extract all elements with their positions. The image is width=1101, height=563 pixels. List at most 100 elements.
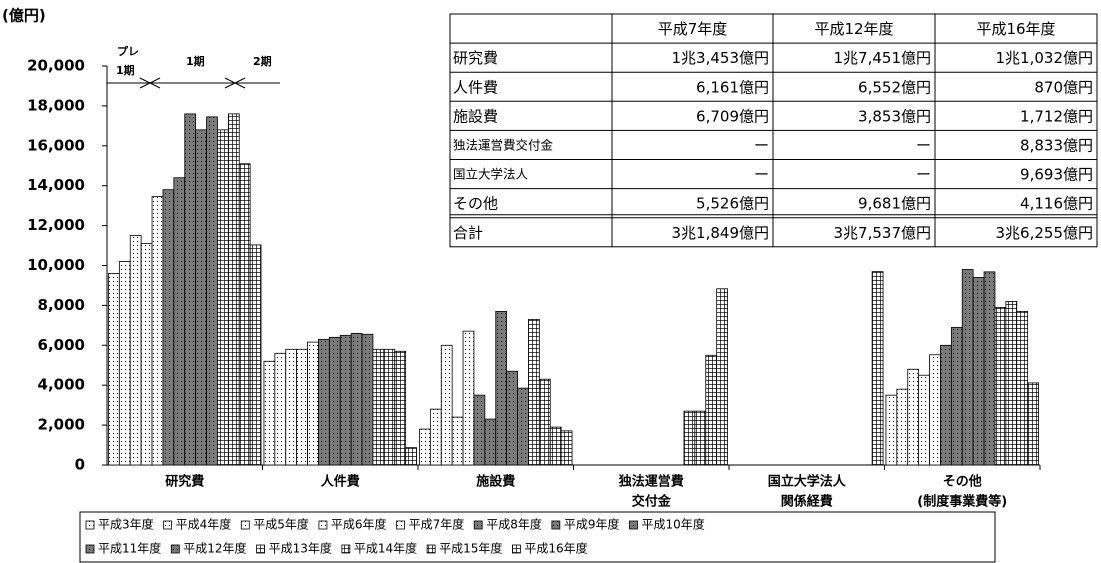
bar <box>108 273 120 466</box>
x-tick-label: 交付金 <box>632 494 672 510</box>
bar <box>227 113 240 466</box>
table-cell: 6,161億円 <box>696 78 769 96</box>
bar <box>506 370 518 466</box>
y-tick-label: 4,000 <box>38 376 85 394</box>
legend-box <box>79 511 996 563</box>
legend-item: 平成12年度 <box>170 541 247 556</box>
legend-swatch <box>426 544 436 554</box>
bar <box>961 269 974 466</box>
x-tick-label: その他 <box>943 474 982 490</box>
table-header: 平成16年度 <box>976 20 1055 38</box>
bar <box>694 410 707 466</box>
table-cell: 3兆6,255億円 <box>996 224 1094 242</box>
table-row-label: 人件費 <box>453 78 498 96</box>
y-tick-label: 16,000 <box>27 136 85 154</box>
bar <box>1027 382 1039 466</box>
bar <box>440 344 453 466</box>
bar <box>129 235 142 466</box>
bar <box>705 354 718 466</box>
bar <box>206 116 218 466</box>
bar <box>983 271 996 466</box>
legend-swatch <box>163 520 173 530</box>
y-tick-label: 0 <box>75 456 85 474</box>
legend-label: 平成5年度 <box>253 517 309 532</box>
bar <box>929 354 941 466</box>
legend-label: 平成8年度 <box>486 517 542 532</box>
bar <box>217 129 229 466</box>
bar <box>484 418 497 466</box>
bar <box>318 338 330 466</box>
x-tick-label: 関係経費 <box>781 494 833 510</box>
legend-label: 平成13年度 <box>269 541 332 556</box>
bar <box>140 243 153 466</box>
legend-label: 平成6年度 <box>331 517 387 532</box>
bar <box>249 244 262 466</box>
legend-item: 平成9年度 <box>551 517 619 532</box>
bar <box>184 113 197 466</box>
bar <box>361 333 374 466</box>
bar <box>285 348 298 466</box>
legend-swatch <box>256 544 265 554</box>
table-cell: 1,712億円 <box>1020 107 1093 125</box>
bar <box>462 330 475 466</box>
x-tick-label: 独法運営費 <box>619 474 684 490</box>
bar <box>173 177 186 466</box>
bar <box>918 374 930 466</box>
bar <box>328 336 341 466</box>
legend-swatch <box>170 544 180 554</box>
bar <box>528 318 540 466</box>
bar <box>296 348 308 466</box>
legend-swatch <box>341 544 351 554</box>
table-cell: 9,681億円 <box>858 195 931 213</box>
bar <box>263 360 276 466</box>
bar <box>950 326 963 466</box>
legend-swatch <box>551 520 561 530</box>
y-tick-label: 8,000 <box>38 296 85 314</box>
bar <box>419 428 431 466</box>
annotation: 2期 <box>253 54 272 68</box>
table-cell: ー <box>754 136 769 154</box>
legend-item: 平成11年度 <box>85 541 161 556</box>
annotation: 1期 <box>186 54 205 68</box>
bar <box>195 129 207 466</box>
legend-label: 平成10年度 <box>641 517 704 532</box>
table-cell: ー <box>754 166 769 184</box>
bar <box>394 350 407 466</box>
legend-item: 平成14年度 <box>341 541 417 556</box>
y-tick-label: 20,000 <box>27 57 85 75</box>
table-row-label: 国立大学法人 <box>453 167 529 182</box>
bar <box>307 341 319 466</box>
bar <box>405 447 417 466</box>
bar <box>549 426 562 466</box>
table-cell: 6,552億円 <box>858 78 931 96</box>
table-header: 平成12年度 <box>814 20 893 38</box>
bar <box>1016 310 1029 466</box>
bar <box>372 348 385 466</box>
x-tick-label: 施設費 <box>476 474 515 490</box>
bar <box>429 408 442 466</box>
legend-item: 平成5年度 <box>240 517 309 532</box>
legend-item: 平成16年度 <box>512 541 588 556</box>
legend-label: 平成7年度 <box>409 517 465 532</box>
legend-label: 平成12年度 <box>183 541 246 556</box>
bar <box>350 332 363 466</box>
bar <box>1005 301 1018 466</box>
bar <box>972 277 985 466</box>
bar <box>238 163 251 466</box>
bar <box>716 288 728 466</box>
table-cell: 9,693億円 <box>1020 166 1093 184</box>
table-row-label: 合計 <box>453 224 483 242</box>
x-tick-label: 人件費 <box>321 474 360 490</box>
legend-swatch <box>240 520 250 530</box>
y-tick-label: 14,000 <box>27 176 85 194</box>
bar <box>683 410 696 466</box>
legend-label: 平成15年度 <box>439 541 502 556</box>
table-cell: 1兆1,032億円 <box>996 49 1094 67</box>
legend-swatch <box>629 520 638 530</box>
legend-label: 平成11年度 <box>98 541 161 556</box>
table-row-label: 施設費 <box>453 107 498 125</box>
table-cell: 3,853億円 <box>858 107 931 125</box>
table-cell: 3兆7,537億円 <box>834 224 932 242</box>
